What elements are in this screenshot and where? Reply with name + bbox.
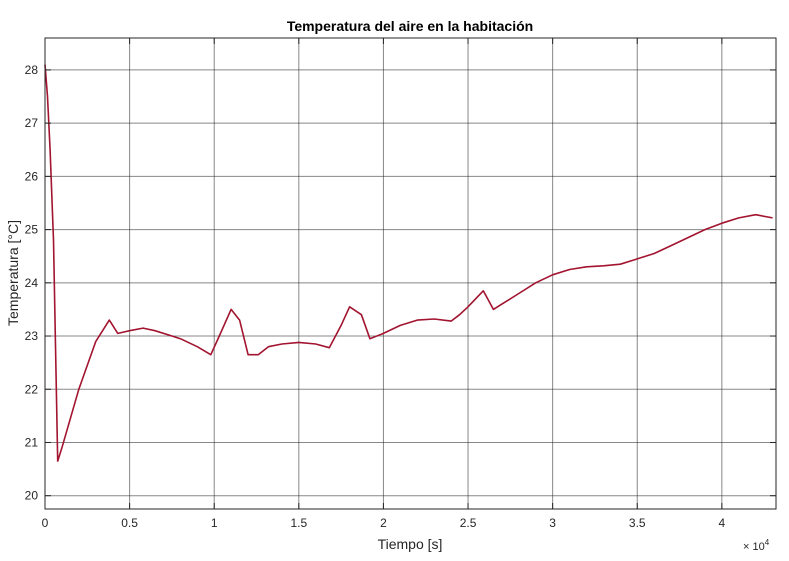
x-tick-label: 4 <box>719 516 726 530</box>
y-tick-label: 28 <box>25 63 39 77</box>
y-tick-label: 25 <box>25 223 39 237</box>
y-tick-label: 20 <box>25 489 39 503</box>
x-tick-label: 3.5 <box>629 516 646 530</box>
y-tick-label: 21 <box>25 435 39 449</box>
grid-layer <box>45 38 776 509</box>
y-tick-label: 22 <box>25 382 39 396</box>
x-tick-label: 2.5 <box>460 516 477 530</box>
x-axis-exponent-power: 4 <box>765 538 770 547</box>
x-axis-exponent: × 104 <box>743 538 770 553</box>
series-line <box>44 64 773 462</box>
plot-area <box>45 38 776 509</box>
y-tick-label: 23 <box>25 329 39 343</box>
x-tick-label: 3 <box>549 516 556 530</box>
tick-layer: 0 0.5 1 1.5 2 2.5 3 3.5 4 20 21 22 23 24 25 26 27 28 <box>25 38 776 530</box>
y-tick-label: 26 <box>25 169 39 183</box>
x-tick-label: 0 <box>42 516 49 530</box>
y-tick-label: 27 <box>25 116 39 130</box>
y-axis-label: Temperatura [°C] <box>5 220 21 326</box>
plot-frame <box>44 37 777 510</box>
x-tick-label: 1 <box>211 516 218 530</box>
x-axis-label: Tiempo [s] <box>378 536 443 552</box>
x-axis-exponent-base: × 10 <box>743 541 765 553</box>
x-tick-label: 1.5 <box>290 516 307 530</box>
y-tick-label: 24 <box>25 276 39 290</box>
chart-title: Temperatura del aire en la habitación <box>287 18 533 34</box>
x-tick-label: 2 <box>380 516 387 530</box>
x-tick-label: 0.5 <box>121 516 138 530</box>
line-layer <box>44 64 773 462</box>
